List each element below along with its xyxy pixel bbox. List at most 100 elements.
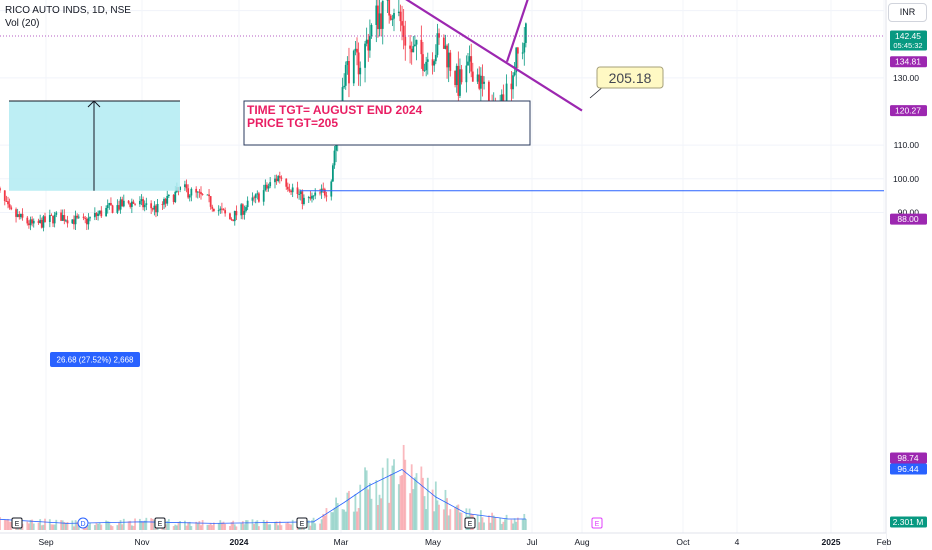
- volume-bar: [481, 517, 484, 530]
- volume-bar: [60, 520, 62, 530]
- volume-bar: [116, 525, 119, 530]
- volume-bar: [174, 524, 177, 530]
- candle-body: [264, 184, 267, 191]
- candle-body: [357, 52, 360, 75]
- volume-bar: [188, 521, 191, 530]
- volume-bar: [348, 490, 350, 530]
- candle-body: [151, 208, 154, 210]
- volume-bar: [357, 508, 360, 530]
- candle-body: [77, 216, 80, 218]
- volume-bar: [258, 526, 260, 530]
- time-tick-label: Aug: [574, 537, 589, 547]
- candle-body: [425, 61, 428, 71]
- candle-body: [229, 213, 231, 220]
- candle-body: [438, 33, 440, 38]
- volume-bar: [409, 493, 411, 530]
- volume-bar: [7, 518, 9, 530]
- candle-body: [166, 195, 169, 204]
- candle-body: [412, 46, 415, 53]
- candle-body: [330, 181, 333, 197]
- volume-bar: [455, 505, 458, 530]
- candle-body: [66, 220, 69, 224]
- candle-body: [108, 203, 111, 206]
- candle-body: [377, 5, 379, 30]
- candle-body: [206, 194, 209, 196]
- candle-body: [460, 69, 463, 83]
- candle-body: [254, 194, 257, 198]
- volume-bar: [240, 523, 243, 530]
- annotation-time-target: TIME TGT= AUGUST END 2024: [247, 103, 423, 117]
- volume-bar: [431, 489, 434, 530]
- candle-body: [232, 219, 235, 222]
- candle-body: [106, 205, 109, 209]
- price-badge-value: 98.74: [897, 453, 919, 463]
- event-marker-label: E: [595, 521, 600, 528]
- volume-bar: [457, 504, 460, 530]
- candle-body: [410, 48, 413, 53]
- volume-bar: [479, 510, 482, 530]
- price-tick-label: 130.00: [893, 73, 919, 83]
- candle-body: [39, 219, 42, 223]
- candle-body: [161, 203, 164, 205]
- volume-bar: [219, 520, 222, 530]
- volume-bar: [28, 523, 30, 530]
- volume-bar: [288, 523, 291, 530]
- candle-body: [116, 205, 119, 213]
- volume-bar: [100, 524, 103, 530]
- volume-bar: [50, 524, 53, 530]
- candle-body: [74, 215, 77, 225]
- earnings-marker: [11, 517, 23, 529]
- dividend-marker: [77, 517, 89, 529]
- candle-body: [296, 187, 299, 195]
- candle-body: [256, 193, 259, 195]
- candle-body: [389, 15, 392, 20]
- candle-body: [267, 186, 270, 189]
- volume-bar: [476, 515, 479, 530]
- price-badge: [890, 463, 927, 475]
- measure-arrow-head: [87, 100, 101, 108]
- volume-bar: [386, 458, 389, 530]
- volume-bar: [61, 520, 64, 530]
- candle-body: [118, 205, 120, 210]
- volume-bar: [201, 520, 204, 530]
- candle-body: [344, 64, 347, 86]
- volume-bar: [492, 515, 495, 530]
- candle-body: [431, 59, 434, 66]
- volume-bar: [211, 525, 214, 530]
- candle-body: [98, 210, 101, 214]
- volume-bar: [516, 517, 519, 530]
- volume-bar: [71, 520, 74, 530]
- volume-bar: [319, 523, 321, 530]
- volume-bar: [491, 512, 494, 530]
- currency-button[interactable]: INR: [888, 3, 927, 22]
- candle-body: [145, 203, 148, 205]
- candle-body: [10, 207, 13, 210]
- candle-body: [314, 192, 317, 196]
- volume-bar: [245, 520, 247, 530]
- candle-body: [246, 200, 249, 208]
- time-tick-label: May: [425, 537, 442, 547]
- candle-body: [401, 21, 403, 26]
- candle-body: [40, 219, 43, 228]
- volume-bar: [325, 508, 328, 530]
- annotation-price-target: PRICE TGT=205: [247, 116, 338, 130]
- candle-body: [85, 218, 88, 225]
- volume-bar: [95, 522, 98, 530]
- volume-bar: [209, 522, 212, 530]
- candle-body: [187, 188, 190, 198]
- volume-bar: [140, 521, 143, 530]
- price-badge-value: 88.00: [897, 214, 919, 224]
- candle-body: [217, 210, 220, 212]
- volume-bar: [399, 475, 402, 530]
- volume-bar: [37, 522, 40, 530]
- candle-body: [95, 213, 98, 216]
- price-badge: [890, 213, 927, 225]
- volume-bar: [274, 521, 276, 530]
- volume-bar: [221, 522, 223, 530]
- volume-bars: [0, 444, 527, 530]
- volume-bar: [40, 525, 43, 530]
- volume-bar: [286, 522, 289, 530]
- volume-bar: [105, 520, 108, 530]
- volume-bar: [278, 521, 281, 530]
